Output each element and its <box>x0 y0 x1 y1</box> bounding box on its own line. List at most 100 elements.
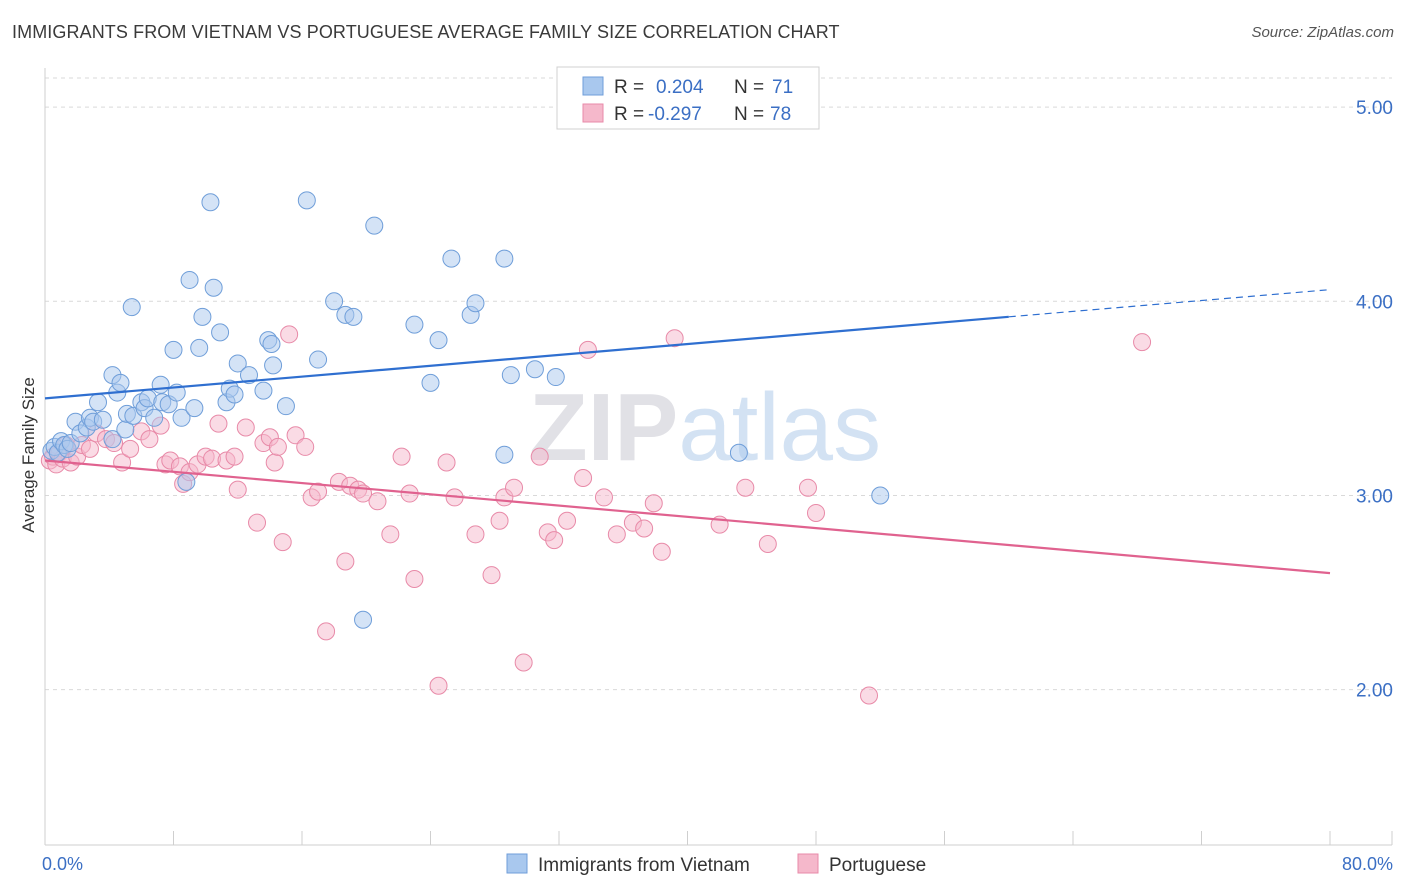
point-portuguese <box>514 653 533 672</box>
point-vietnam <box>180 270 199 289</box>
point-portuguese <box>121 439 140 458</box>
point-vietnam <box>325 292 344 311</box>
point-portuguese <box>381 525 400 544</box>
trend-line-portuguese <box>44 459 1331 575</box>
watermark: ZIPatlas <box>529 374 881 481</box>
point-portuguese <box>140 430 159 449</box>
point-vietnam <box>193 307 212 326</box>
point-vietnam <box>495 445 514 464</box>
point-vietnam <box>354 610 373 629</box>
point-portuguese <box>268 437 287 456</box>
point-vietnam <box>111 373 130 392</box>
point-portuguese <box>286 426 305 445</box>
point-vietnam <box>177 472 196 491</box>
point-portuguese <box>273 533 292 552</box>
point-vietnam <box>421 373 440 392</box>
point-portuguese <box>644 494 663 513</box>
point-portuguese <box>545 531 564 550</box>
point-portuguese <box>530 447 549 466</box>
x-tick-label: 80.0% <box>1342 854 1393 874</box>
point-portuguese <box>574 469 593 488</box>
point-portuguese <box>798 478 817 497</box>
source-label: Source: ZipAtlas.com <box>1251 24 1394 41</box>
point-vietnam <box>546 368 565 387</box>
point-vietnam <box>309 350 328 369</box>
point-portuguese <box>309 482 328 501</box>
point-portuguese <box>758 535 777 554</box>
point-portuguese <box>1133 333 1152 352</box>
point-vietnam <box>466 294 485 313</box>
point-vietnam <box>297 191 316 210</box>
watermark-zip: ZIP <box>529 374 678 481</box>
point-vietnam <box>262 335 281 354</box>
y-tick-label: 2.00 <box>1356 681 1393 702</box>
point-vietnam <box>145 408 164 427</box>
point-portuguese <box>225 447 244 466</box>
point-portuguese <box>594 488 613 507</box>
x-tick-labels: 0.0% 80.0% <box>42 854 1393 874</box>
point-vietnam <box>201 193 220 212</box>
point-portuguese <box>80 439 99 458</box>
point-portuguese <box>429 676 448 695</box>
y-axis-label: Average Family Size <box>19 377 38 533</box>
point-portuguese <box>317 622 336 641</box>
point-vietnam <box>228 354 247 373</box>
y-tick-label: 5.00 <box>1356 98 1393 119</box>
series-vietnam-points <box>42 191 890 629</box>
point-portuguese <box>209 414 228 433</box>
point-portuguese <box>490 511 509 530</box>
bottom-legend-swatch-vietnam <box>506 853 528 874</box>
point-vietnam <box>501 366 520 385</box>
legend-box: R = 0.204 N = 71 R = -0.297 N = 78 <box>556 66 820 130</box>
y-tick-label: 4.00 <box>1356 292 1393 313</box>
point-portuguese <box>392 447 411 466</box>
legend-n-label-1: N = <box>734 77 764 98</box>
point-portuguese <box>466 525 485 544</box>
bottom-legend: Immigrants from Vietnam Portuguese <box>506 853 926 876</box>
point-portuguese <box>607 525 626 544</box>
point-portuguese <box>265 453 284 472</box>
bottom-legend-label-vietnam: Immigrants from Vietnam <box>538 855 750 876</box>
point-vietnam <box>89 393 108 412</box>
point-vietnam <box>729 443 748 462</box>
point-portuguese <box>248 513 267 532</box>
point-vietnam <box>225 385 244 404</box>
point-vietnam <box>190 338 209 357</box>
legend-r-value-1: 0.204 <box>656 77 704 98</box>
trend-line-vietnam <box>44 315 1009 400</box>
point-vietnam <box>871 486 890 505</box>
point-portuguese <box>236 418 255 437</box>
point-vietnam <box>151 375 170 394</box>
point-portuguese <box>482 566 501 585</box>
point-vietnam <box>495 249 514 268</box>
y-tick-labels: 2.00 3.00 4.00 5.00 <box>1356 98 1393 702</box>
legend-n-value-2: 78 <box>770 104 791 125</box>
point-vietnam <box>405 315 424 334</box>
point-portuguese <box>807 503 825 522</box>
point-vietnam <box>429 331 448 350</box>
legend-swatch-portuguese <box>582 103 604 123</box>
point-vietnam <box>254 381 273 400</box>
y-tick-label: 3.00 <box>1356 486 1393 507</box>
chart-title: IMMIGRANTS FROM VIETNAM VS PORTUGUESE AV… <box>12 22 840 42</box>
point-portuguese <box>405 569 424 588</box>
bottom-legend-swatch-portuguese <box>797 853 819 874</box>
point-vietnam <box>344 307 363 326</box>
point-vietnam <box>525 360 544 379</box>
legend-r-label-2: R = <box>614 104 644 125</box>
point-vietnam <box>211 323 230 342</box>
point-vietnam <box>239 366 258 385</box>
point-portuguese <box>736 478 755 497</box>
point-portuguese <box>368 492 387 511</box>
point-vietnam <box>185 399 204 418</box>
point-portuguese <box>665 329 684 348</box>
point-vietnam <box>365 216 384 235</box>
legend-n-value-1: 71 <box>772 77 793 98</box>
point-portuguese <box>228 480 247 499</box>
point-vietnam <box>93 410 112 429</box>
point-vietnam <box>204 278 223 297</box>
point-portuguese <box>652 542 671 561</box>
x-tick-label: 0.0% <box>42 854 83 874</box>
trend-line-vietnam-extension <box>1008 289 1331 318</box>
